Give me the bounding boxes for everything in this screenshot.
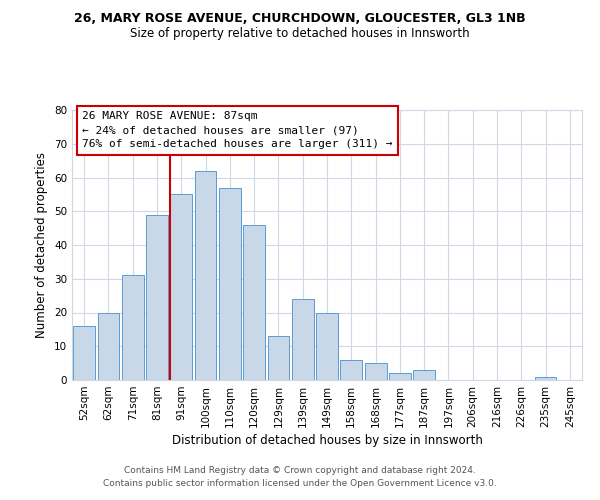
Bar bbox=[194, 171, 217, 380]
Y-axis label: Number of detached properties: Number of detached properties bbox=[35, 152, 49, 338]
Bar bbox=[292, 299, 314, 380]
Bar bbox=[268, 336, 289, 380]
Bar bbox=[316, 312, 338, 380]
Bar bbox=[365, 363, 386, 380]
X-axis label: Distribution of detached houses by size in Innsworth: Distribution of detached houses by size … bbox=[172, 434, 482, 447]
Bar bbox=[340, 360, 362, 380]
Bar bbox=[413, 370, 435, 380]
Bar bbox=[73, 326, 95, 380]
Bar bbox=[146, 214, 168, 380]
Bar bbox=[97, 312, 119, 380]
Bar bbox=[170, 194, 192, 380]
Bar bbox=[122, 276, 143, 380]
Bar bbox=[219, 188, 241, 380]
Bar bbox=[389, 373, 411, 380]
Text: Size of property relative to detached houses in Innsworth: Size of property relative to detached ho… bbox=[130, 28, 470, 40]
Text: Contains HM Land Registry data © Crown copyright and database right 2024.
Contai: Contains HM Land Registry data © Crown c… bbox=[103, 466, 497, 487]
Text: 26, MARY ROSE AVENUE, CHURCHDOWN, GLOUCESTER, GL3 1NB: 26, MARY ROSE AVENUE, CHURCHDOWN, GLOUCE… bbox=[74, 12, 526, 26]
Bar bbox=[243, 225, 265, 380]
Text: 26 MARY ROSE AVENUE: 87sqm
← 24% of detached houses are smaller (97)
76% of semi: 26 MARY ROSE AVENUE: 87sqm ← 24% of deta… bbox=[82, 112, 392, 150]
Bar bbox=[535, 376, 556, 380]
